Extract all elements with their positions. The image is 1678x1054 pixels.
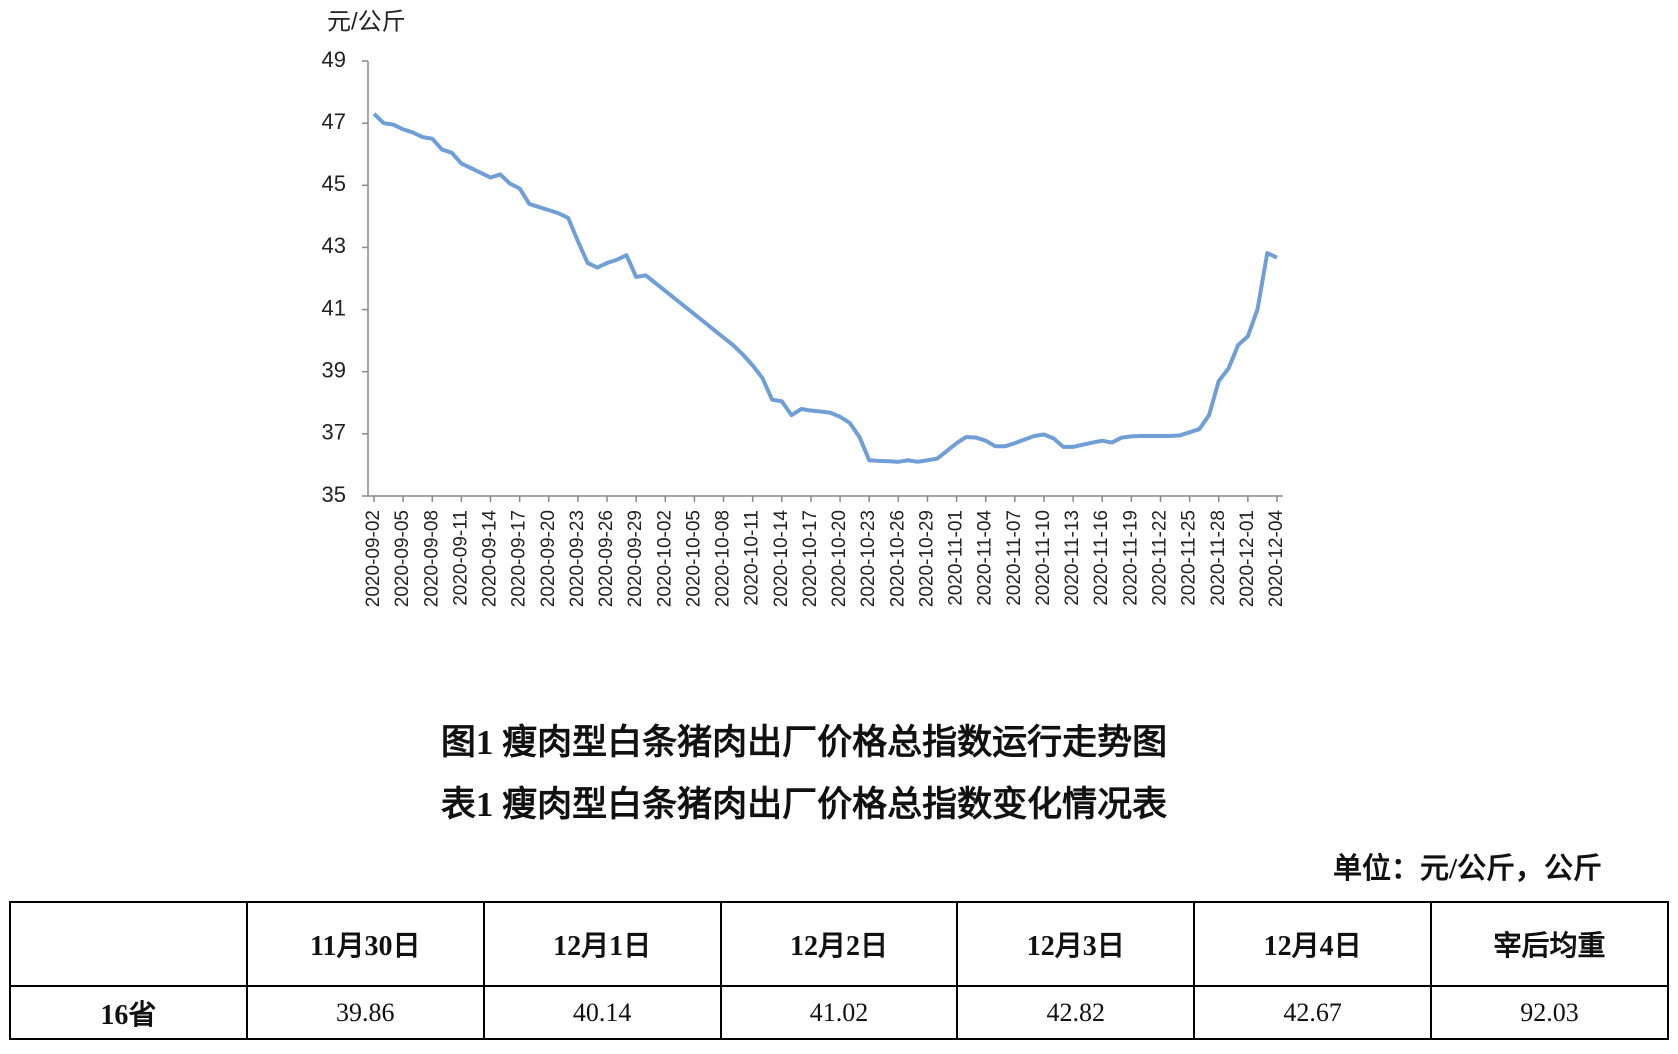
y-tick-label: 43 [322, 233, 346, 258]
y-axis-label: 元/公斤 [327, 8, 406, 35]
x-tick-label: 2020-10-08 [713, 510, 734, 607]
x-tick-label: 2020-11-28 [1208, 510, 1229, 606]
y-tick-label: 49 [322, 47, 346, 72]
data-row: 16省 39.86 40.14 41.02 42.82 42.67 92.03 [9, 985, 1669, 1040]
x-tick-label: 2020-11-16 [1091, 510, 1112, 606]
x-tick-label: 2020-10-26 [887, 510, 908, 607]
data-table: 11月30日 12月1日 12月2日 12月3日 12月4日 宰后均重 16省 … [9, 901, 1669, 1040]
cell: 92.03 [1430, 985, 1669, 1040]
table-caption: 表1 瘦肉型白条猪肉出厂价格总指数变化情况表 [440, 785, 1168, 824]
x-tick-label: 2020-09-17 [509, 510, 530, 607]
x-tick-label: 2020-11-25 [1179, 510, 1200, 606]
x-tick-label: 2020-11-07 [1004, 510, 1025, 606]
x-tick-label: 2020-11-04 [975, 510, 996, 606]
cell: 42.82 [956, 985, 1196, 1040]
x-tick-label: 2020-12-04 [1266, 510, 1287, 608]
x-tick-label: 2020-10-11 [742, 510, 763, 606]
figure-caption: 图1 瘦肉型白条猪肉出厂价格总指数运行走势图 [440, 723, 1168, 762]
x-tick-label: 2020-10-23 [858, 510, 879, 607]
x-tick-label: 2020-11-10 [1033, 510, 1054, 606]
x-tick-label: 2020-09-23 [567, 510, 588, 607]
cell: 39.86 [245, 985, 485, 1040]
header-cell: 12月4日 [1193, 901, 1433, 987]
y-tick-label: 39 [322, 358, 346, 383]
x-tick-label: 2020-09-05 [392, 510, 413, 607]
x-tick-label: 2020-09-26 [596, 510, 617, 607]
x-tick-label: 2020-11-22 [1149, 510, 1170, 606]
header-cell: 11月30日 [245, 901, 485, 987]
x-tick-label: 2020-09-14 [480, 510, 501, 608]
x-tick-label: 2020-09-02 [363, 510, 384, 607]
row-label: 16省 [9, 985, 248, 1040]
x-tick-label: 2020-10-05 [683, 510, 704, 607]
cell: 40.14 [482, 985, 722, 1040]
x-tick-label: 2020-09-20 [538, 510, 559, 607]
y-tick-label: 45 [322, 171, 346, 196]
x-tick-label: 2020-11-19 [1120, 510, 1141, 606]
x-tick-label: 2020-10-29 [916, 510, 937, 607]
unit-note: 单位：元/公斤，公斤 [1332, 853, 1602, 885]
header-cell: 12月1日 [482, 901, 722, 987]
y-tick-label: 37 [322, 420, 346, 445]
x-tick-label: 2020-12-01 [1237, 510, 1258, 607]
x-tick-label: 2020-10-14 [771, 510, 792, 608]
chart: 元/公斤 35 37 39 41 43 45 47 49 2020-09-02 2020-09-0… [322, 8, 1288, 608]
cell: 42.67 [1193, 985, 1433, 1040]
x-tick-label: 2020-09-29 [625, 510, 646, 607]
cell: 41.02 [719, 985, 959, 1040]
x-tick-label: 2020-10-02 [654, 510, 675, 607]
header-row: 11月30日 12月1日 12月2日 12月3日 12月4日 宰后均重 [9, 901, 1669, 987]
y-tick-label: 47 [322, 109, 346, 134]
header-cell: 12月2日 [719, 901, 959, 987]
header-cell [9, 901, 248, 987]
x-tick-label: 2020-09-08 [421, 510, 442, 607]
price-line [372, 112, 1278, 464]
x-tick-label: 2020-10-20 [829, 510, 850, 607]
x-tick-label: 2020-11-01 [946, 510, 967, 606]
header-cell: 12月3日 [956, 901, 1196, 987]
x-tick-label: 2020-09-11 [450, 510, 471, 606]
y-tick-label: 35 [322, 482, 346, 507]
x-tick-label: 2020-10-17 [800, 510, 821, 607]
y-tick-label: 41 [322, 295, 346, 320]
x-tick-label: 2020-11-13 [1062, 510, 1083, 606]
header-cell: 宰后均重 [1430, 901, 1669, 987]
